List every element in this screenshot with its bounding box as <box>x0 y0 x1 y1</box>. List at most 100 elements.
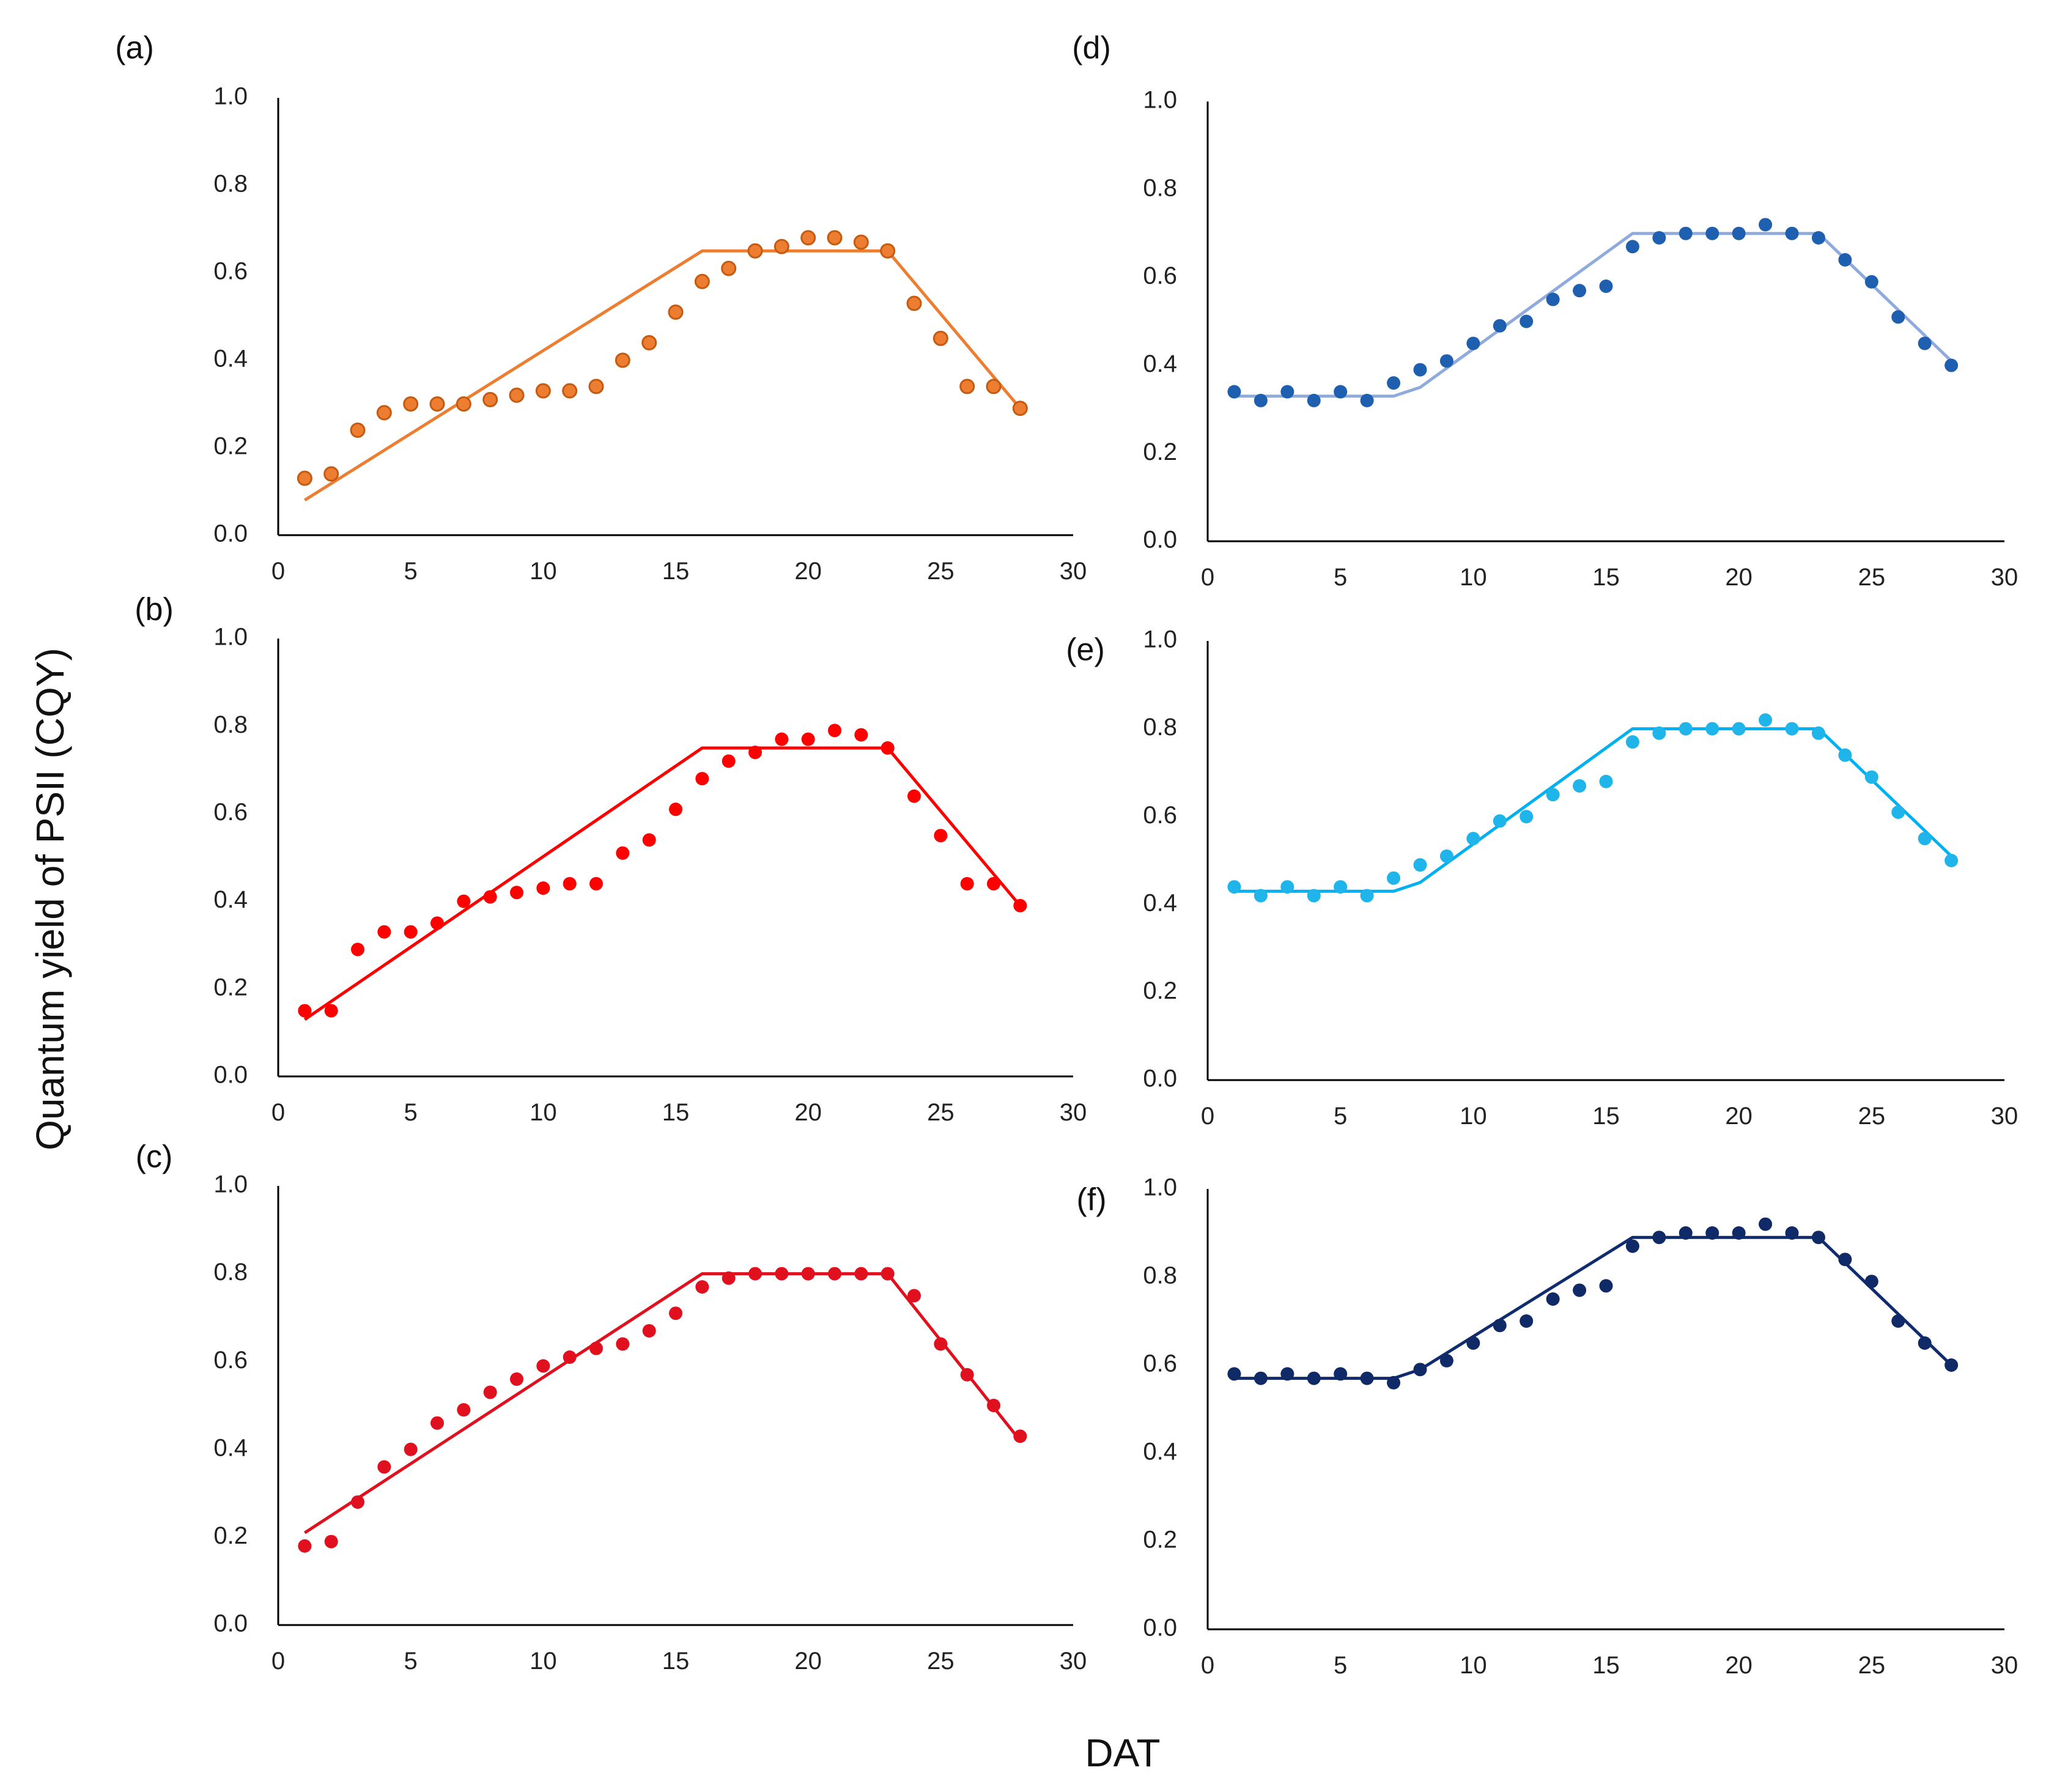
data-point-c <box>430 1416 444 1430</box>
data-point-b <box>828 724 841 738</box>
data-point-d <box>1838 253 1852 267</box>
panel-label-d: (d) <box>1072 31 1111 66</box>
data-point-e <box>1413 858 1427 872</box>
data-point-a <box>959 379 975 394</box>
panel-c: (c) 0.0 0.2 0.4 0.6 0.8 1.0 0 5 10 15 20 25 30 <box>136 1139 1087 1675</box>
data-point-e <box>1280 880 1294 894</box>
x-tick-label: 0 <box>1201 1652 1214 1679</box>
data-point-f <box>1573 1283 1587 1297</box>
data-point-a <box>827 230 843 246</box>
x-tick-label: 25 <box>927 558 955 585</box>
data-point-e <box>1759 713 1773 727</box>
x-tick-label: 20 <box>1725 564 1752 591</box>
x-tick-label: 0 <box>271 1648 285 1675</box>
data-point-e <box>1705 722 1719 736</box>
data-point-b <box>377 925 391 939</box>
y-tick-label: 0.6 <box>1143 1350 1177 1377</box>
y-tick-label: 0.2 <box>213 974 248 1001</box>
data-point-b <box>695 772 709 786</box>
panel-b: (b) 0.0 0.2 0.4 0.6 0.8 1.0 0 5 10 15 20 25 30 <box>135 592 1087 1126</box>
x-tick-label: 10 <box>1460 1103 1487 1130</box>
data-point-e <box>1334 880 1348 894</box>
data-point-b <box>987 876 1000 890</box>
panel-e: (e) 0.0 0.2 0.4 0.6 0.8 1.0 0 5 10 15 20 25 30 <box>1066 626 2018 1130</box>
data-point-c <box>616 1337 630 1351</box>
x-tick-label: 10 <box>1460 564 1487 591</box>
x-tick-label: 30 <box>1991 1103 2018 1130</box>
data-point-d <box>1360 393 1374 407</box>
data-point-f <box>1413 1363 1427 1377</box>
data-point-a <box>615 352 630 368</box>
data-point-f <box>1705 1226 1719 1240</box>
panel-label-e: (e) <box>1066 632 1105 668</box>
y-tick-label: 0.6 <box>213 799 248 826</box>
data-point-d <box>1573 284 1587 298</box>
x-tick-label: 0 <box>271 558 285 585</box>
data-point-e <box>1944 854 1959 867</box>
data-point-f <box>1546 1292 1560 1306</box>
y-tick-label: 0.8 <box>213 1259 248 1286</box>
data-point-f <box>1387 1375 1401 1390</box>
panel-label-c: (c) <box>136 1139 173 1175</box>
data-point-d <box>1413 363 1427 377</box>
y-tick-label: 0.4 <box>1143 1438 1177 1465</box>
data-point-f <box>1625 1239 1639 1253</box>
chart-panels: (a) 0.0 0.2 0.4 0.6 0.8 1.0 0 5 10 15 20 25 30 (b) 0.0 0… <box>115 31 2018 1679</box>
data-point-f <box>1679 1226 1693 1240</box>
data-point-e <box>1439 849 1453 863</box>
data-point-a <box>880 243 896 259</box>
data-point-a <box>853 234 869 250</box>
data-point-c <box>881 1267 895 1281</box>
data-point-f <box>1439 1353 1453 1368</box>
x-tick-label: 30 <box>1060 558 1087 585</box>
data-point-b <box>430 916 444 930</box>
y-tick-label: 0.4 <box>213 886 248 913</box>
data-point-b <box>748 746 762 760</box>
data-point-d <box>1254 393 1268 407</box>
data-point-b <box>536 881 550 895</box>
fit-line-a <box>303 249 1022 502</box>
data-point-f <box>1360 1371 1374 1385</box>
x-tick-label: 15 <box>662 1648 690 1675</box>
x-tick-label: 30 <box>1991 564 2018 591</box>
data-point-b <box>404 925 418 939</box>
y-tick-label: 0.6 <box>1143 262 1177 289</box>
data-point-c <box>934 1337 948 1351</box>
data-point-a <box>509 387 525 403</box>
y-tick-label: 1.0 <box>213 1171 248 1198</box>
data-point-d <box>1732 226 1746 240</box>
data-point-a <box>721 261 737 276</box>
data-point-a <box>588 379 604 394</box>
data-point-a <box>906 295 922 311</box>
data-point-f <box>1811 1231 1825 1245</box>
y-tick-label: 0.0 <box>213 1062 248 1089</box>
data-point-b <box>324 1004 338 1018</box>
data-point-a <box>535 383 551 399</box>
data-point-d <box>1280 385 1294 399</box>
data-point-c <box>987 1399 1000 1412</box>
y-tick-label: 0.4 <box>1143 350 1177 377</box>
fit-line-c <box>303 1272 1022 1535</box>
data-point-c <box>828 1267 841 1281</box>
data-point-a <box>403 396 419 412</box>
data-point-b <box>934 829 948 843</box>
data-point-d <box>1334 385 1348 399</box>
data-point-d <box>1705 226 1719 240</box>
data-point-f <box>1254 1371 1268 1385</box>
data-point-c <box>695 1280 709 1294</box>
x-tick-label: 15 <box>1592 1652 1620 1679</box>
x-tick-label: 10 <box>530 558 557 585</box>
data-point-d <box>1493 319 1507 333</box>
data-point-e <box>1732 722 1746 736</box>
y-tick-label: 1.0 <box>213 624 248 651</box>
x-tick-label: 30 <box>1991 1652 2018 1679</box>
data-point-b <box>960 876 974 890</box>
data-point-e <box>1785 722 1799 736</box>
panel-label-b: (b) <box>135 592 174 628</box>
data-point-e <box>1891 805 1905 820</box>
data-point-e <box>1838 748 1852 762</box>
data-point-c <box>907 1289 921 1303</box>
data-point-e <box>1811 726 1825 740</box>
data-point-e <box>1625 735 1639 749</box>
x-tick-label: 10 <box>1460 1652 1487 1679</box>
